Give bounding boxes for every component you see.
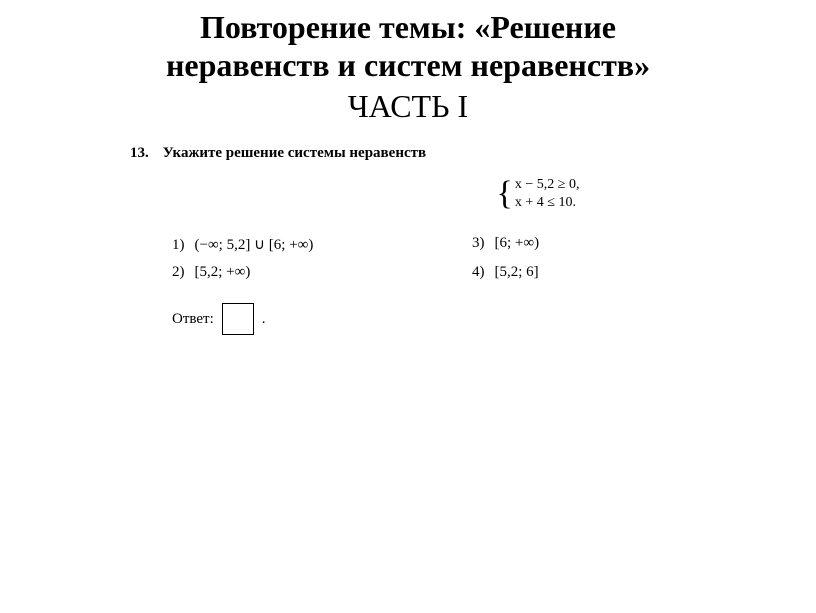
option-4: 4) [5,2; 6] xyxy=(472,264,732,281)
option-2: 2) [5,2; +∞) xyxy=(172,264,432,281)
problem-block: 13. Укажите решение системы неравенств {… xyxy=(0,145,816,335)
answer-input-box[interactable] xyxy=(222,303,254,335)
title-line-1: Повторение темы: «Решение xyxy=(200,9,616,45)
inequality-1: x − 5,2 ≥ 0, xyxy=(515,176,580,194)
page-subtitle: ЧАСТЬ I xyxy=(0,87,816,125)
system-lines: x − 5,2 ≥ 0, x + 4 ≤ 10. xyxy=(515,176,580,211)
system-container: { x − 5,2 ≥ 0, x + 4 ≤ 10. xyxy=(320,176,756,211)
system-of-inequalities: { x − 5,2 ≥ 0, x + 4 ≤ 10. xyxy=(497,176,580,211)
option-3: 3) [6; +∞) xyxy=(472,235,732,254)
option-1: 1) (−∞; 5,2] ∪ [6; +∞) xyxy=(172,235,432,254)
answer-period: . xyxy=(262,311,266,328)
brace-icon: { xyxy=(497,185,513,202)
option-number: 2) xyxy=(172,264,185,281)
option-expression: [5,2; +∞) xyxy=(195,264,251,281)
problem-header: 13. Укажите решение системы неравенств xyxy=(130,145,756,162)
option-expression: (−∞; 5,2] ∪ [6; +∞) xyxy=(195,235,314,254)
option-number: 3) xyxy=(472,235,485,252)
option-expression: [6; +∞) xyxy=(495,235,540,252)
answer-row: Ответ: . xyxy=(172,303,756,335)
option-expression: [5,2; 6] xyxy=(495,264,539,281)
problem-number: 13. xyxy=(130,145,149,162)
inequality-2: x + 4 ≤ 10. xyxy=(515,194,580,212)
page-title: Повторение темы: «Решение неравенств и с… xyxy=(0,8,816,85)
answer-options: 1) (−∞; 5,2] ∪ [6; +∞) 3) [6; +∞) 2) [5,… xyxy=(172,235,732,281)
problem-prompt: Укажите решение системы неравенств xyxy=(163,145,426,162)
title-line-2: неравенств и систем неравенств» xyxy=(166,47,650,83)
option-number: 4) xyxy=(472,264,485,281)
answer-label: Ответ: xyxy=(172,311,214,328)
option-number: 1) xyxy=(172,237,185,254)
